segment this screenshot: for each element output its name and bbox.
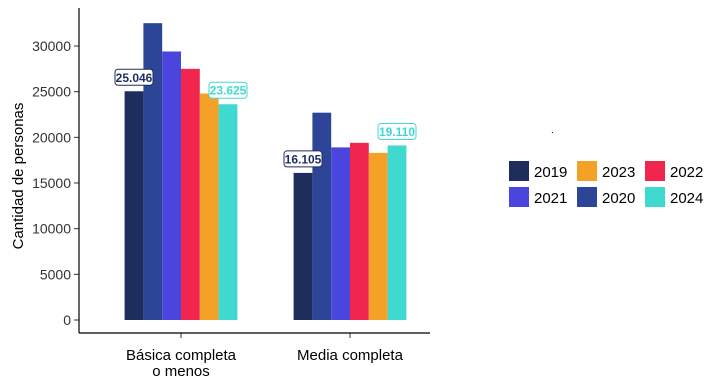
bars <box>124 23 407 321</box>
y-tick-label: 15000 <box>32 175 71 191</box>
legend: 2019 2021 2023 2020 2022 2024 <box>509 161 703 207</box>
legend-swatch-2023 <box>577 161 597 181</box>
bar-2024-cat1 <box>387 145 407 320</box>
legend-swatch-2019 <box>509 161 529 181</box>
bar-2020-cat1 <box>312 112 332 320</box>
legend-label-2023: 2023 <box>602 164 635 181</box>
data-label-box <box>114 68 154 86</box>
y-axis-ticks: 0 5000 10000 15000 20000 25000 30000 <box>32 38 79 328</box>
bar-2022-cat1 <box>350 142 369 320</box>
y-tick-label: 25000 <box>32 84 71 100</box>
y-tick-label: 0 <box>63 312 71 328</box>
y-axis-title: Cantidad de personas <box>10 103 27 250</box>
bar-2022-cat0 <box>181 68 200 320</box>
bar-2024-cat0 <box>218 104 238 320</box>
x-category-label: Básica completa <box>126 347 237 364</box>
y-tick-label: 30000 <box>32 38 71 54</box>
legend-label-2024: 2024 <box>670 190 703 207</box>
legend-label-2022: 2022 <box>670 164 703 181</box>
legend-label-2021: 2021 <box>534 190 567 207</box>
data-label: 23.625 <box>210 84 247 98</box>
data-label-box <box>208 81 248 99</box>
legend-swatch-2020 <box>577 187 597 207</box>
legend-label-2019: 2019 <box>534 164 567 181</box>
x-category-label: Media completa <box>297 347 404 364</box>
data-label: 25.046 <box>116 71 153 85</box>
y-tick-label: 10000 <box>32 221 71 237</box>
data-label-box <box>283 150 323 168</box>
y-tick-label: 20000 <box>32 129 71 145</box>
bar-2023-cat0 <box>199 93 219 320</box>
x-category-label: o menos <box>152 363 210 377</box>
legend-label-2020: 2020 <box>602 190 635 207</box>
bar-2021-cat0 <box>162 51 181 320</box>
bar-2019-cat0 <box>124 91 144 320</box>
bar-2023-cat1 <box>368 152 388 320</box>
bar-2020-cat0 <box>143 23 163 321</box>
legend-swatch-2024 <box>645 187 665 207</box>
data-labels: 25.046 23.625 16.105 19.110 <box>114 68 417 168</box>
data-label: 19.110 <box>379 125 415 139</box>
data-label: 16.105 <box>285 152 322 166</box>
bar-2019-cat1 <box>293 172 313 320</box>
y-tick-label: 5000 <box>40 266 71 282</box>
legend-swatch-2021 <box>509 187 529 207</box>
dot-mark: . <box>551 125 554 136</box>
data-label-box <box>377 122 417 140</box>
legend-swatch-2022 <box>645 161 665 181</box>
bar-2021-cat1 <box>331 147 350 320</box>
